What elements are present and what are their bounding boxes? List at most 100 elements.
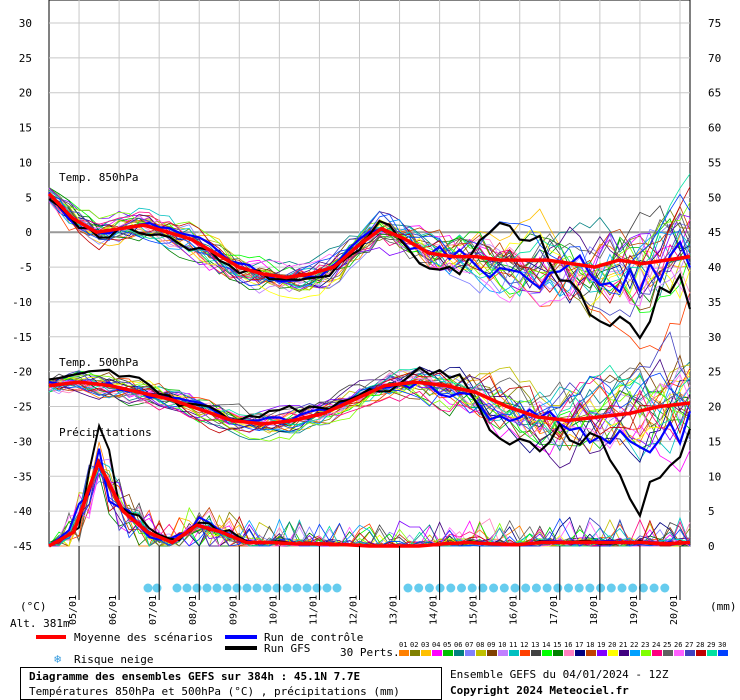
member-11-t850 bbox=[48, 196, 691, 298]
left-tick-label: -40 bbox=[12, 505, 32, 518]
snow-flake-36 bbox=[585, 583, 595, 593]
legend-control-label: Run de contrôle bbox=[264, 631, 363, 644]
left-tick-label: -30 bbox=[12, 435, 32, 448]
member-24-t500 bbox=[48, 374, 691, 446]
date-label: 11/01 bbox=[308, 595, 319, 625]
snow-flake-37 bbox=[596, 583, 606, 593]
snow-flake-19 bbox=[403, 583, 413, 593]
snow-risk-value: 6% bbox=[334, 569, 342, 578]
snow-flake-31 bbox=[531, 583, 541, 593]
pert-label-17: 17 bbox=[575, 641, 583, 649]
left-tick-label: 30 bbox=[19, 17, 32, 30]
left-tick-label: -35 bbox=[12, 470, 32, 483]
left-tick-label: 0 bbox=[25, 226, 32, 239]
right-tick-label: 70 bbox=[708, 52, 721, 65]
pert-swatch-27 bbox=[685, 650, 695, 656]
snow-flake-29 bbox=[510, 583, 520, 593]
mean-precip bbox=[48, 457, 691, 548]
snow-risk-value: 16% bbox=[324, 565, 332, 578]
snow-risk-value: 19% bbox=[314, 565, 322, 578]
snow-flake-0 bbox=[143, 583, 153, 593]
pert-label-20: 20 bbox=[608, 641, 616, 649]
pert-swatch-01 bbox=[399, 650, 409, 656]
pert-swatch-11 bbox=[509, 650, 519, 656]
legend-gfs-label: Run GFS bbox=[264, 642, 310, 655]
snow-risk-value: 16% bbox=[512, 565, 520, 578]
snow-flake-3 bbox=[182, 583, 192, 593]
date-label: 07/01 bbox=[148, 595, 159, 625]
member-23-t850 bbox=[48, 191, 691, 291]
snow-risk-value: 13% bbox=[194, 565, 202, 578]
left-tick-label: -10 bbox=[12, 296, 32, 309]
pert-label-03: 03 bbox=[421, 641, 429, 649]
date-label: 13/01 bbox=[389, 595, 400, 625]
left-tick-label: -25 bbox=[12, 401, 32, 414]
member-27-t850 bbox=[48, 200, 691, 318]
right-tick-label: 20 bbox=[708, 401, 721, 414]
member-24-t850 bbox=[48, 197, 691, 302]
right-tick-label: 75 bbox=[708, 17, 721, 30]
pert-swatch-05 bbox=[443, 650, 453, 656]
snow-risk-value: 13% bbox=[608, 565, 616, 578]
mean-t500 bbox=[48, 380, 691, 426]
date-label: 12/01 bbox=[348, 595, 359, 625]
right-tick-label: 0 bbox=[708, 540, 715, 553]
snow-risk-value: 3% bbox=[145, 569, 153, 578]
pert-swatch-07 bbox=[465, 650, 475, 656]
pert-swatch-25 bbox=[663, 650, 673, 656]
pert-swatch-08 bbox=[476, 650, 486, 656]
pert-swatch-30 bbox=[718, 650, 728, 656]
snow-risk-value: 68% bbox=[274, 565, 282, 578]
pert-label-29: 29 bbox=[707, 641, 715, 649]
snow-risk-value: 22% bbox=[204, 565, 212, 578]
snow-risk-row: 3% 35% 3% 3% 13% 22% 52% 68% 81% 87% 71% 68% 68% 55% 3… bbox=[143, 565, 670, 593]
pert-swatch-29 bbox=[707, 650, 717, 656]
snow-flake-9 bbox=[242, 583, 252, 593]
snow-flake-4 bbox=[192, 583, 202, 593]
pert-swatch-16 bbox=[564, 650, 574, 656]
pert-swatch-18 bbox=[586, 650, 596, 656]
pert-label-14: 14 bbox=[542, 641, 550, 649]
right-tick-label: 5 bbox=[708, 505, 715, 518]
member-29-t500 bbox=[48, 364, 691, 433]
pert-swatch-04 bbox=[432, 650, 442, 656]
snow-risk-value: 52% bbox=[214, 565, 222, 578]
pert-label-15: 15 bbox=[553, 641, 561, 649]
label-t850: Temp. 850hPa bbox=[59, 171, 138, 184]
snow-risk-value: 19% bbox=[544, 565, 552, 578]
snow-flake-14 bbox=[292, 583, 302, 593]
snow-flake-28 bbox=[499, 583, 509, 593]
snow-flake-25 bbox=[467, 583, 477, 593]
snow-risk-value: 87% bbox=[244, 565, 252, 578]
snow-flake-23 bbox=[446, 583, 456, 593]
snow-risk-value: 3% bbox=[174, 569, 182, 578]
snow-risk-value: 3% bbox=[184, 569, 192, 578]
snow-flake-7 bbox=[222, 583, 232, 593]
member-30-t500 bbox=[48, 372, 691, 432]
perturbations-label: 30 Perts. bbox=[340, 646, 400, 659]
pert-label-13: 13 bbox=[531, 641, 539, 649]
footer-subtitle: Températures 850hPa et 500hPa (°C) , pré… bbox=[29, 685, 400, 698]
pert-label-09: 09 bbox=[487, 641, 495, 649]
snow-risk-value: 16% bbox=[630, 565, 638, 578]
snow-risk-value: 10% bbox=[405, 565, 413, 578]
snow-risk-value: 3% bbox=[426, 569, 434, 578]
legend-mean-label: Moyenne des scénarios bbox=[74, 631, 213, 644]
pert-label-28: 28 bbox=[696, 641, 704, 649]
snow-risk-value: 68% bbox=[224, 565, 232, 578]
date-label: 09/01 bbox=[228, 595, 239, 625]
right-tick-label: 65 bbox=[708, 87, 721, 100]
left-tick-label: 25 bbox=[19, 52, 32, 65]
snow-flake-32 bbox=[542, 583, 552, 593]
snow-risk-value: 35% bbox=[294, 565, 302, 578]
snow-risk-value: 19% bbox=[566, 565, 574, 578]
member-21-t500 bbox=[48, 358, 691, 469]
pert-label-26: 26 bbox=[674, 641, 682, 649]
left-tick-label: 5 bbox=[25, 191, 32, 204]
snow-risk-value: 19% bbox=[598, 565, 606, 578]
snow-risk-value: 13% bbox=[619, 565, 627, 578]
pert-label-22: 22 bbox=[630, 641, 638, 649]
right-tick-label: 25 bbox=[708, 366, 721, 379]
left-tick-label: 10 bbox=[19, 156, 32, 169]
